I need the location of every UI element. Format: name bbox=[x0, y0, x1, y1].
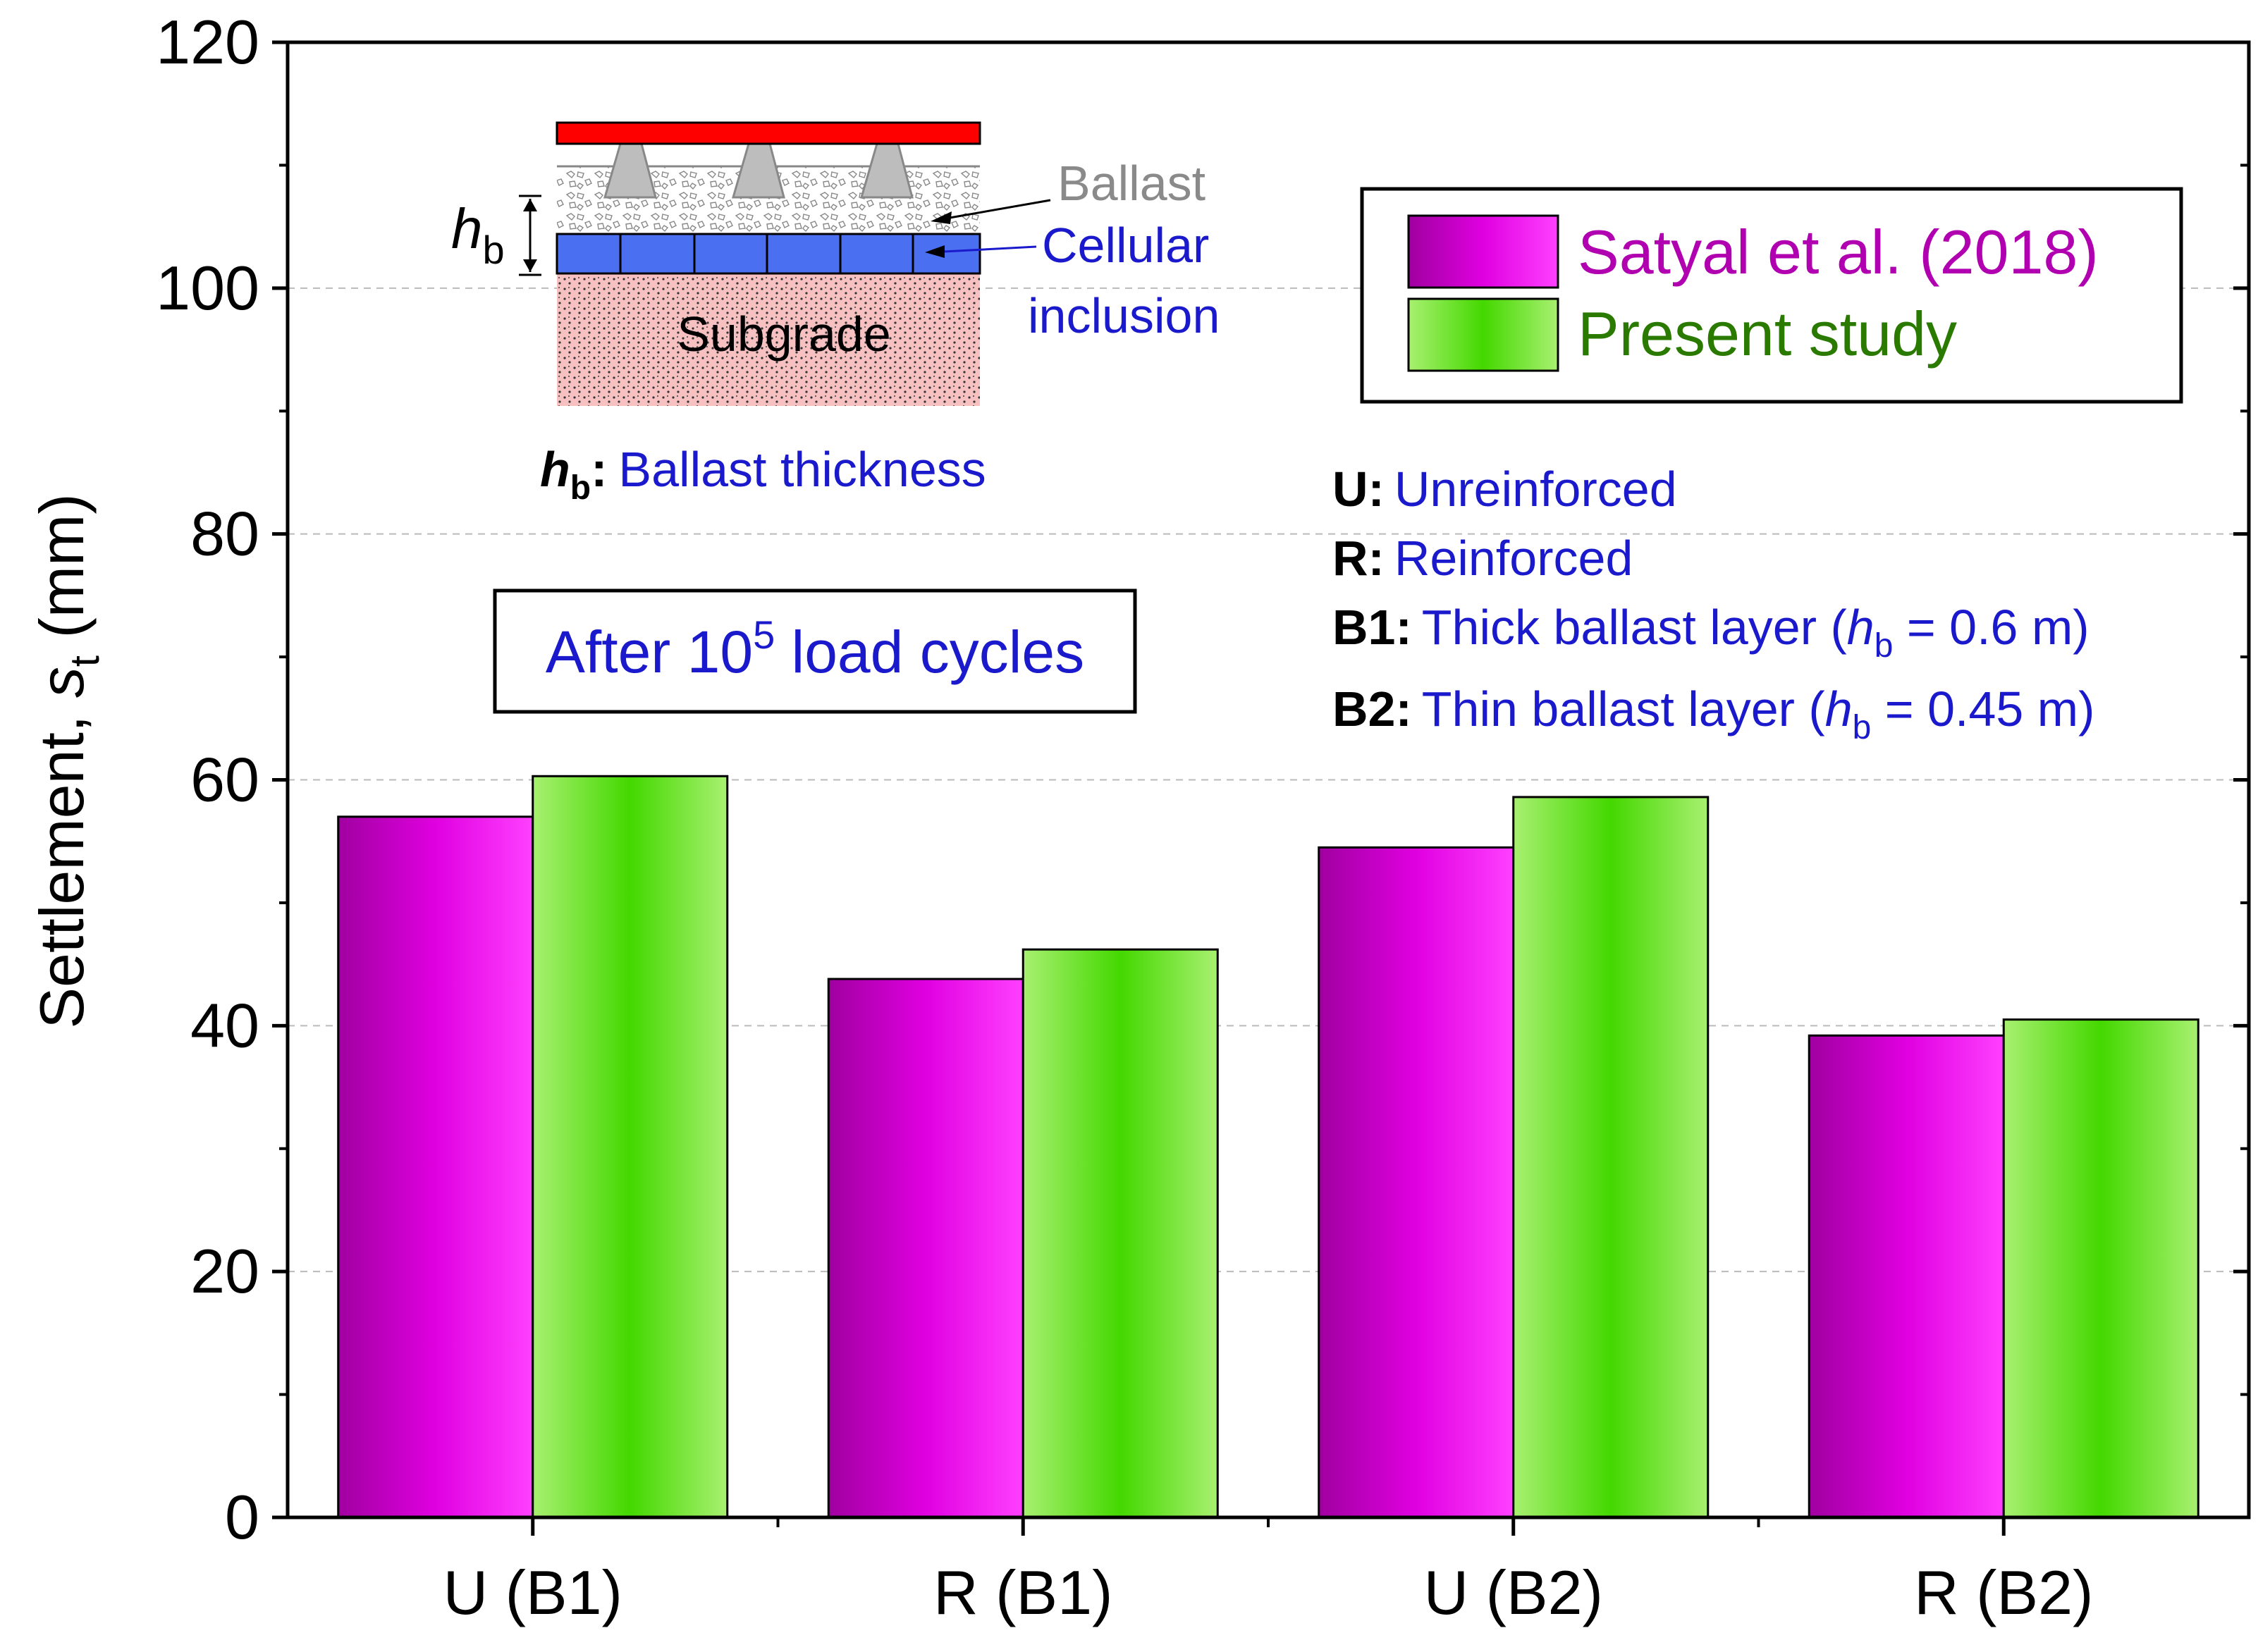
y-tick-label: 80 bbox=[190, 499, 259, 569]
legend-swatch-satyal bbox=[1407, 214, 1559, 289]
bar-present-1 bbox=[1021, 948, 1219, 1519]
bar-satyal-1 bbox=[827, 978, 1024, 1519]
bar-satyal-3 bbox=[1808, 1034, 2005, 1519]
legend-label-satyal: Satyal et al. (2018) bbox=[1578, 217, 2099, 287]
inset-rail bbox=[556, 121, 981, 145]
definition-r: R: Reinforced bbox=[1332, 531, 1633, 586]
definition-b1: B1: Thick ballast layer (hb = 0.6 m) bbox=[1332, 600, 2090, 665]
inset-inclusion-label: inclusion bbox=[1028, 288, 1220, 343]
inset-subgrade bbox=[557, 272, 980, 406]
y-tick-label: 100 bbox=[156, 253, 259, 323]
x-tick-label: R (B2) bbox=[1914, 1558, 2093, 1627]
definition-b2: B2: Thin ballast layer (hb = 0.45 m) bbox=[1332, 682, 2094, 746]
inset-hb-definition: hb: Ballast thickness bbox=[540, 442, 986, 507]
y-tick-label: 40 bbox=[190, 990, 259, 1060]
bar-present-2 bbox=[1512, 796, 1710, 1519]
inset-sleeper bbox=[732, 142, 785, 199]
inset-hb-label: hb bbox=[451, 197, 505, 272]
definitions: U: Unreinforced R: Reinforced B1: Thick bal… bbox=[1332, 462, 2094, 746]
y-tick-label: 0 bbox=[225, 1482, 259, 1552]
x-tick-label: R (B1) bbox=[933, 1558, 1112, 1627]
annotation-text: After 105 load cycles bbox=[546, 612, 1084, 685]
inset-cellular-label: Cellular bbox=[1042, 218, 1209, 273]
legend: Satyal et al. (2018) Present study bbox=[1360, 187, 2183, 404]
inset-ballast-label: Ballast bbox=[1057, 156, 1205, 211]
inset-sleeper bbox=[603, 142, 657, 199]
y-tick-label: 60 bbox=[190, 745, 259, 815]
bar-present-0 bbox=[532, 775, 729, 1519]
annotation-box bbox=[493, 588, 1137, 714]
x-tick-label: U (B2) bbox=[1424, 1558, 1603, 1627]
inset-diagram: hb Ballast Cellular inclusion Subgrade h… bbox=[451, 121, 1220, 507]
legend-label-present: Present study bbox=[1578, 299, 1957, 369]
bar-satyal-2 bbox=[1318, 846, 1515, 1519]
y-tick-label: 20 bbox=[190, 1236, 259, 1306]
inset-subgrade-label: Subgrade bbox=[677, 307, 891, 362]
legend-swatch-present bbox=[1407, 297, 1559, 372]
inset-cellular-layer bbox=[556, 233, 981, 275]
bar-present-3 bbox=[2002, 1018, 2199, 1519]
x-tick-label: U (B1) bbox=[443, 1558, 622, 1627]
y-tick-label: 120 bbox=[156, 7, 259, 77]
definition-u: U: Unreinforced bbox=[1332, 462, 1677, 517]
y-axis-title: Settlement, st (mm) bbox=[27, 493, 108, 1028]
inset-sleeper bbox=[860, 142, 914, 199]
bar-satyal-0 bbox=[337, 815, 534, 1519]
